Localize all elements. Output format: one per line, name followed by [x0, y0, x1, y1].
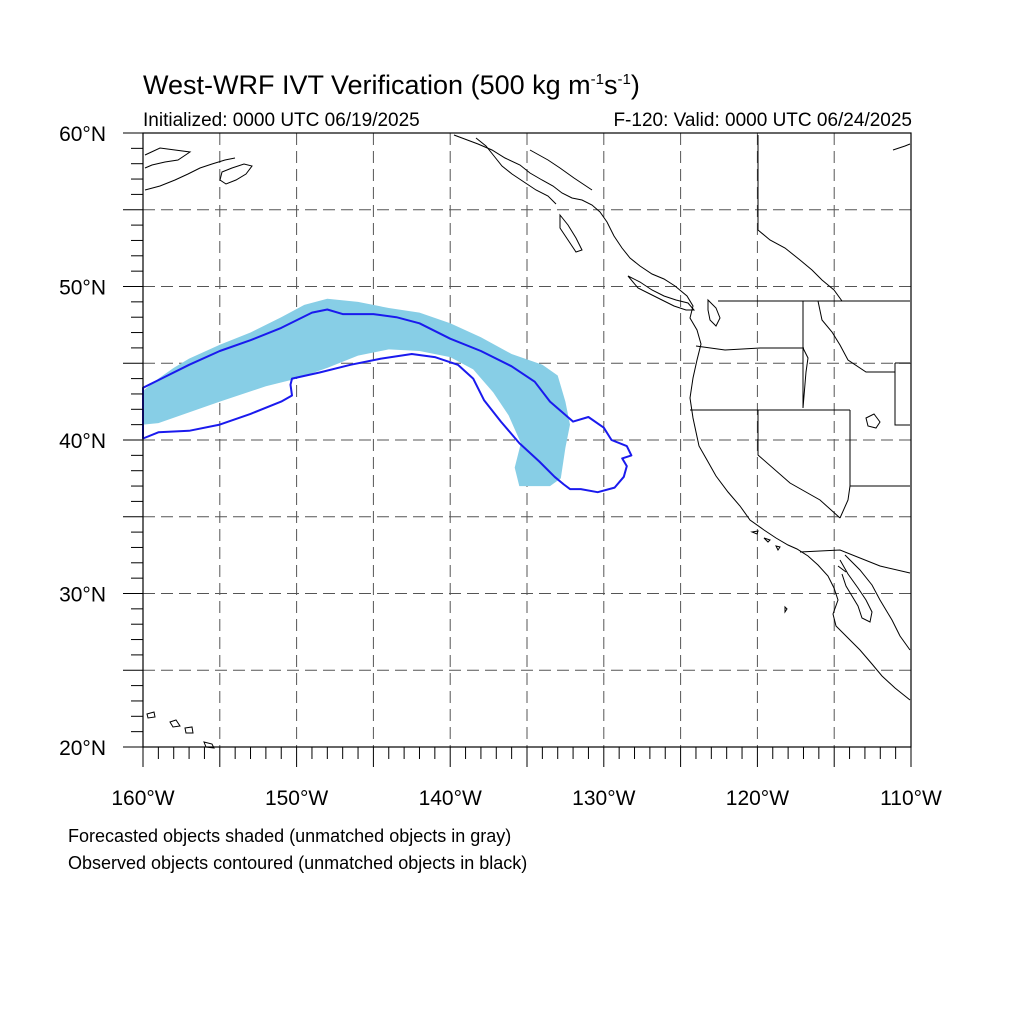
observed-objects [142, 308, 633, 494]
coastline-alaska-2 [144, 157, 236, 191]
border-alaska-canada [529, 149, 593, 191]
border-nv-az [839, 485, 910, 519]
title-main: West-WRF IVT Verification (500 kg m [143, 70, 591, 100]
coastline-kodiak [219, 163, 253, 185]
lon-tick-label: 160°W [111, 787, 174, 810]
title-units-s: s [603, 70, 618, 100]
border-bc-alberta [757, 135, 843, 302]
forecast-objects [143, 298, 570, 487]
lon-tick-label: 140°W [419, 787, 482, 810]
title-close: ) [630, 70, 640, 100]
coastline-baja [839, 559, 873, 623]
coastline-hawaii-1 [146, 711, 156, 719]
coastline-guadalupe [784, 605, 788, 614]
footer-forecast-note: Forecasted objects shaded (unmatched obj… [68, 826, 512, 846]
lon-tick-label: 120°W [726, 787, 789, 810]
lat-tick-label: 20°N [59, 737, 106, 760]
coastline-se-alaska [475, 137, 557, 205]
great-salt-lake [865, 413, 881, 429]
lon-tick-label: 110°W [880, 787, 942, 810]
coastline-north-america [453, 134, 911, 701]
lat-tick-label: 50°N [59, 277, 106, 300]
border-id-mt [817, 300, 895, 373]
coastline-alaska [144, 147, 192, 169]
border-or-id [802, 347, 809, 409]
title-exponent-2: -1 [617, 71, 631, 88]
border-ca-nv [757, 410, 841, 519]
border-wa-or [695, 345, 804, 351]
coastline-hawaii-2 [169, 719, 181, 728]
border-wy [894, 362, 910, 426]
coastlines [144, 134, 911, 749]
valid-time: F-120: Valid: 0000 UTC 06/24/2025 [613, 110, 912, 131]
coastline-hawaii-3 [184, 726, 194, 734]
footer-observed-note: Observed objects contoured (unmatched ob… [68, 853, 528, 873]
lat-tick-label: 40°N [59, 430, 106, 453]
political-borders [529, 135, 911, 574]
lon-tick-label: 150°W [265, 787, 328, 810]
coastline-vancouver-island [627, 275, 696, 311]
coastline-hawaii-4 [203, 741, 215, 749]
map-frame-and-ticks [123, 132, 912, 767]
coastline-alaska-east [892, 143, 911, 151]
initialized-time: Initialized: 0000 UTC 06/19/2025 [143, 110, 420, 131]
border-baja-sonora [837, 565, 847, 573]
border-us-mexico [799, 549, 911, 574]
axis-labels: 160°W 150°W 140°W 130°W 120°W 110°W 20°N 30°N 40… [59, 123, 942, 810]
observed-ivt-contour [142, 308, 633, 494]
coastline-channel-islands [750, 530, 781, 551]
coastline-puget [707, 298, 721, 327]
lon-tick-label: 130°W [572, 787, 635, 810]
title-exponent-1: -1 [590, 71, 604, 88]
map-title: West-WRF IVT Verification (500 kg m-1s-1… [143, 70, 640, 101]
lat-tick-label: 60°N [59, 123, 106, 146]
coastline-haida-gwaii [559, 213, 583, 253]
coastline-mainland-mexico [844, 554, 911, 651]
forecast-ivt-object [143, 298, 570, 487]
lat-tick-label: 30°N [59, 584, 106, 607]
